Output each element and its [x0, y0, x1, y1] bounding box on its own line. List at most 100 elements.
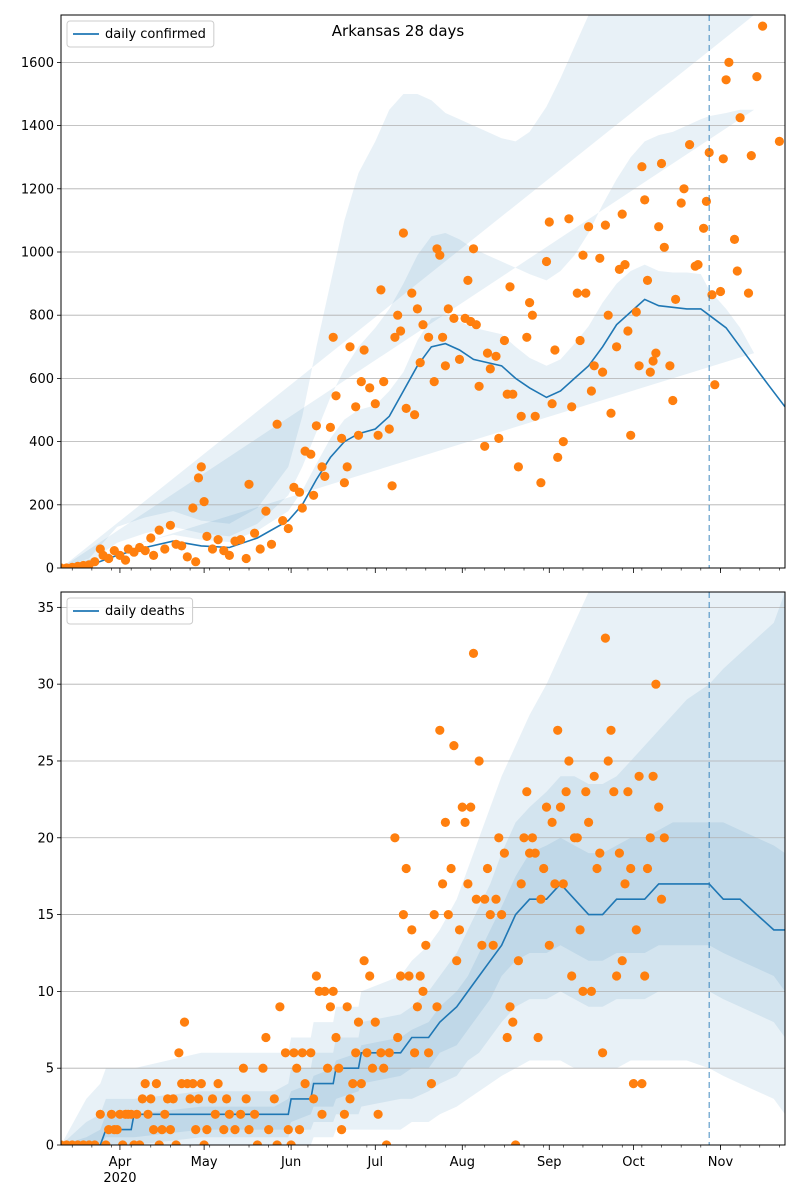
data-point [589, 361, 599, 371]
data-point [193, 1094, 204, 1104]
legend-box [66, 20, 215, 48]
data-point [595, 848, 605, 858]
data-point [241, 1094, 251, 1104]
x-tick-label-may: May [191, 1155, 218, 1170]
data-point [146, 1094, 156, 1104]
data-point [508, 1017, 518, 1027]
data-point [320, 471, 330, 481]
data-point [283, 523, 293, 534]
data-point [154, 525, 164, 535]
data-point [499, 848, 509, 858]
data-point [634, 361, 644, 371]
data-point [365, 383, 375, 393]
data-point [466, 802, 476, 812]
data-point [581, 787, 591, 797]
data-point [600, 633, 611, 643]
x-tick-label-apr: Apr [109, 1155, 132, 1170]
data-point [337, 1125, 347, 1135]
data-point [505, 282, 515, 292]
data-point [379, 377, 389, 387]
data-point [424, 332, 434, 342]
data-point [384, 424, 394, 434]
data-point [320, 986, 330, 997]
data-point [353, 1017, 364, 1027]
data-point [668, 395, 678, 406]
axes-border [60, 14, 786, 569]
data-point [468, 648, 479, 659]
data-point [359, 345, 369, 355]
data-point [676, 198, 686, 208]
data-point [525, 298, 535, 308]
data-point [179, 1017, 190, 1027]
data-point [351, 402, 361, 412]
data-point [90, 557, 100, 567]
y-tick-label-400: 400 [29, 435, 54, 450]
data-point [710, 380, 720, 390]
data-point [188, 503, 198, 513]
data-point [236, 535, 246, 545]
data-point [637, 1079, 647, 1089]
data-point [154, 1140, 164, 1145]
data-point [410, 410, 420, 420]
data-point [497, 910, 507, 920]
data-point [603, 756, 613, 766]
data-point [258, 1063, 268, 1073]
data-point [659, 242, 669, 252]
data-point [443, 304, 453, 314]
data-point [584, 817, 594, 828]
data-point [306, 1048, 316, 1058]
data-point [353, 430, 364, 440]
data-point [244, 1125, 254, 1135]
data-point [564, 214, 574, 224]
data-point [474, 756, 484, 766]
data-point [140, 1079, 150, 1089]
data-point [463, 879, 473, 889]
data-point [659, 833, 669, 843]
data-point [536, 894, 546, 904]
data-point [721, 75, 731, 85]
data-point [656, 894, 667, 904]
data-point [255, 544, 265, 554]
data-point [654, 222, 664, 232]
axes-frame [60, 14, 786, 569]
data-point [718, 154, 728, 164]
data-point [435, 250, 445, 260]
data-point [541, 802, 552, 812]
data-point [586, 986, 597, 997]
data-point [642, 863, 653, 874]
data-point [567, 402, 577, 412]
data-point [561, 787, 571, 797]
legend: daily confirmed [66, 20, 215, 48]
data-point [421, 940, 431, 950]
observed-points [61, 633, 669, 1145]
data-point [359, 956, 369, 966]
data-point [617, 209, 627, 219]
data-point [449, 741, 459, 751]
data-point [640, 971, 650, 981]
data-point [213, 1079, 223, 1089]
data-point [272, 1140, 282, 1145]
x-tick-label-jun: Jun [280, 1155, 301, 1170]
data-point [654, 802, 664, 812]
data-point [513, 462, 524, 472]
y-tick-label-20: 20 [37, 831, 54, 846]
data-point [407, 925, 417, 935]
confidence-band-2 [61, 592, 785, 1145]
data-point [191, 1125, 201, 1135]
data-point [595, 253, 605, 263]
data-point [575, 335, 585, 346]
data-point [376, 285, 386, 295]
data-point [606, 408, 616, 418]
x-tick-label-aug: Aug [450, 1155, 475, 1170]
data-point [143, 1109, 153, 1119]
data-point [401, 863, 411, 874]
data-point [418, 320, 428, 330]
data-point [586, 386, 597, 396]
data-point [415, 971, 425, 981]
data-point [598, 1048, 608, 1058]
data-point [398, 228, 408, 238]
data-point [112, 1125, 122, 1135]
data-point [207, 1094, 218, 1104]
data-point [250, 1109, 260, 1119]
